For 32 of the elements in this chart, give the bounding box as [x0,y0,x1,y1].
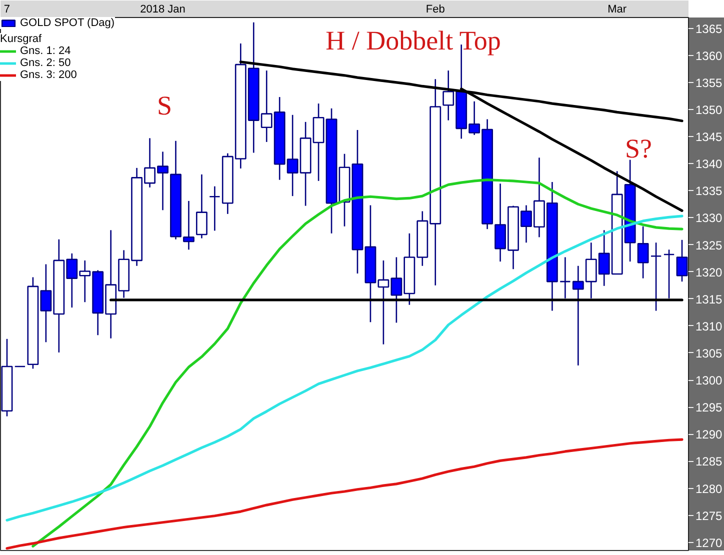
y-tick-label: 1300 [696,374,723,388]
x-tick-label: Feb [426,4,445,16]
y-tick-label: 1315 [696,292,723,306]
annotation: H / Dobbelt Top [326,26,501,56]
legend-title: Kursgraf [0,33,43,45]
y-tick-label: 1340 [696,157,723,172]
y-tick-label: 1310 [696,319,723,334]
legend-label: Gns. 3: 200 [20,69,77,81]
y-tick-label: 1360 [696,48,723,63]
y-tick-label: 1275 [696,508,723,523]
y-tick-label: 1350 [696,102,723,117]
y-tick-label: 1330 [696,211,723,226]
x-tick-label: 2018 Jan [140,4,186,16]
legend-label: GOLD SPOT (Dag) [20,17,115,29]
y-tick-label: 1285 [696,454,723,469]
legend-label: Gns. 2: 50 [20,57,71,69]
y-tick-label: 1295 [696,400,723,415]
y-tick-label: 1325 [696,238,723,252]
y-tick-label: 1270 [696,536,723,550]
annotation: S? [625,134,652,164]
y-tick-label: 1320 [696,265,723,280]
y-tick-label: 1305 [696,346,723,360]
x-tick-label: Mar [608,4,627,16]
y-tick-label: 1335 [696,184,723,198]
y-tick-label: 1280 [696,482,723,496]
annotation: S [156,90,172,120]
legend-label: Gns. 1: 24 [20,45,71,57]
x-tick-label: 7 [4,4,10,16]
y-tick-label: 1355 [696,76,723,90]
y-tick-label: 1290 [696,428,723,442]
y-tick-label: 1365 [696,22,723,36]
y-tick-label: 1345 [696,130,723,144]
